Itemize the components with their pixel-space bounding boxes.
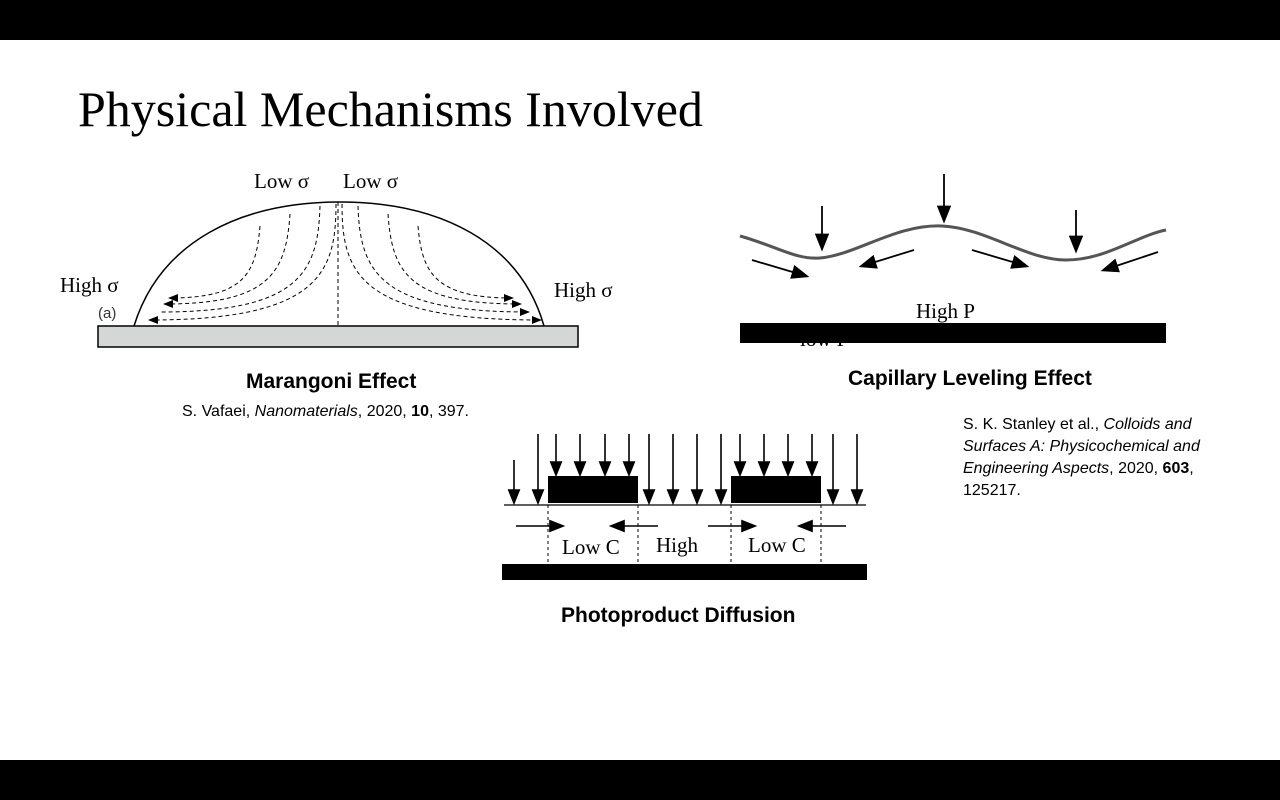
ref-pages: , 125217.	[963, 460, 1194, 499]
label-high-sigma-right: High σ	[554, 278, 613, 302]
light-arrows	[507, 434, 864, 533]
label-low-c-left: Low C	[562, 535, 620, 559]
capillary-caption: Capillary Leveling Effect	[848, 367, 1092, 390]
marangoni-reference: S. Vafaei, Nanomaterials, 2020, 10, 397.	[182, 401, 469, 423]
label-low-sigma-left: Low σ	[254, 169, 309, 193]
left-flow-lines	[148, 203, 337, 324]
substrate	[740, 323, 1166, 343]
droplet-outline	[133, 201, 545, 327]
photoproduct-caption: Photoproduct Diffusion	[561, 604, 796, 627]
label-low-p-right: low P	[1056, 319, 1104, 343]
marangoni-caption: Marangoni Effect	[246, 370, 417, 393]
substrate	[97, 325, 579, 348]
ref-year: , 2020,	[357, 403, 412, 420]
label-low-c-right: Low C	[748, 533, 806, 557]
panel-label: (a)	[98, 305, 116, 322]
capillary-reference: S. K. Stanley et al., Colloids and Surfa…	[963, 414, 1253, 502]
ref-authors: S. Vafaei,	[182, 403, 255, 420]
mask-right	[731, 476, 821, 503]
ref-journal: Colloids and Surfaces A: Physicochemical…	[963, 416, 1200, 477]
photoproduct-diagram: Low C High C Low C	[502, 434, 867, 580]
label-high: High	[656, 533, 699, 557]
ref-volume: 10	[411, 403, 429, 420]
capillary-diagram: High P High P High P low P low P	[739, 174, 1167, 351]
right-flow-lines	[341, 203, 542, 324]
marangoni-diagram: Low σ Low σ High σ High σ (a)	[60, 169, 613, 348]
mask-edge-guides	[547, 505, 822, 564]
substrate	[502, 564, 867, 580]
mask-left	[548, 476, 638, 503]
ref-year: , 2020,	[1109, 460, 1163, 477]
slide: Physical Mechanisms Involved Low σ L	[0, 40, 1280, 760]
ref-pages: , 397.	[428, 403, 469, 420]
ref-volume: 603	[1162, 460, 1190, 477]
label-high-sigma-left: High σ	[60, 273, 119, 297]
pressure-arrows	[751, 174, 1159, 279]
label-low-sigma-right: Low σ	[343, 169, 398, 193]
slide-title: Physical Mechanisms Involved	[78, 81, 703, 137]
label-low-p-left: low P	[800, 327, 848, 351]
label-high-c: C	[656, 565, 665, 580]
label-high-p-text: High P	[916, 299, 975, 323]
film-surface	[739, 224, 1167, 262]
ref-journal: Nanomaterials	[254, 403, 358, 420]
ref-authors: S. K. Stanley et al.,	[963, 416, 1104, 433]
